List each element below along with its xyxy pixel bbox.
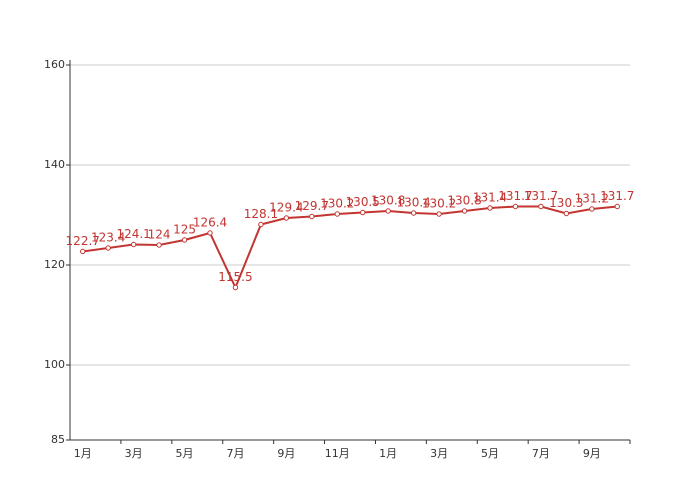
x-tick-label: 9月 — [277, 447, 295, 460]
value-label: 131.7 — [600, 189, 634, 203]
point — [130, 241, 137, 248]
y-tick-label: 85 — [51, 433, 65, 446]
value-label: 129.7 — [295, 199, 329, 213]
value-label: 130.2 — [422, 197, 456, 211]
value-label: 130.4 — [396, 196, 430, 210]
point — [232, 284, 239, 291]
point — [181, 237, 188, 243]
value-label: 131.7 — [524, 189, 558, 203]
x-tick-label: 7月 — [532, 447, 550, 460]
point — [614, 203, 620, 210]
point — [105, 245, 111, 251]
value-label: 124.1 — [116, 227, 150, 241]
y-tick-label: 140 — [44, 158, 65, 171]
x-tick-label: 9月 — [583, 447, 601, 460]
point — [80, 248, 86, 255]
x-tick-label: 7月 — [226, 447, 244, 460]
y-tick-label: 160 — [44, 58, 65, 71]
value-label: 126.4 — [193, 216, 227, 230]
value-label: 125 — [173, 223, 196, 237]
value-label: 130.2 — [320, 197, 354, 211]
point — [309, 213, 315, 220]
point — [360, 209, 366, 216]
x-tick-label: 1月 — [379, 447, 397, 460]
x-tick-label: 3月 — [125, 447, 143, 460]
x-tick-label: 1月 — [74, 447, 92, 460]
point — [156, 242, 162, 248]
value-label: 131.2 — [575, 192, 609, 206]
point — [334, 211, 340, 217]
value-label: 130.3 — [549, 196, 583, 210]
point — [512, 203, 519, 210]
x-tick-label: 11月 — [325, 447, 350, 460]
value-label: 130.8 — [371, 194, 405, 208]
point — [589, 206, 595, 212]
point — [385, 208, 391, 214]
value-label: 131.4 — [473, 191, 507, 205]
point — [538, 203, 544, 210]
point — [207, 230, 213, 236]
point — [258, 221, 264, 228]
value-label: 131.7 — [498, 189, 532, 203]
x-tick-label: 3月 — [430, 447, 448, 460]
value-label: 128.1 — [244, 207, 278, 221]
value-label: 124 — [148, 228, 171, 242]
y-tick-label: 120 — [44, 258, 65, 271]
point — [410, 210, 417, 216]
value-label: 129.4 — [269, 201, 303, 215]
point — [461, 208, 468, 214]
x-tick-label: 5月 — [481, 447, 499, 460]
x-tick-label: 5月 — [176, 447, 194, 460]
value-label: 130.8 — [447, 194, 481, 208]
line — [82, 205, 618, 291]
value-label: 115.5 — [218, 270, 252, 284]
y-tick-label: 100 — [44, 358, 65, 371]
value-label: 123.4 — [91, 231, 125, 245]
point — [283, 215, 290, 221]
value-label: 122.7 — [66, 234, 100, 248]
point — [436, 211, 442, 217]
value-label: 130.5 — [346, 195, 380, 209]
point — [487, 205, 493, 211]
point — [563, 210, 570, 217]
